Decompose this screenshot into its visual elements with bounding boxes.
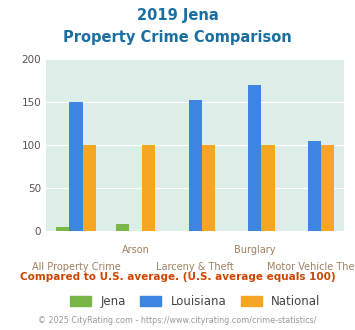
Text: Compared to U.S. average. (U.S. average equals 100): Compared to U.S. average. (U.S. average … bbox=[20, 272, 335, 282]
Bar bbox=[261, 145, 274, 231]
Bar bbox=[82, 145, 95, 231]
Text: © 2025 CityRating.com - https://www.cityrating.com/crime-statistics/: © 2025 CityRating.com - https://www.city… bbox=[38, 316, 317, 325]
Bar bbox=[189, 100, 202, 231]
Bar bbox=[142, 145, 155, 231]
Text: 2019 Jena: 2019 Jena bbox=[137, 8, 218, 23]
Text: Arson: Arson bbox=[122, 245, 149, 255]
Bar bbox=[202, 145, 215, 231]
Bar bbox=[248, 85, 261, 231]
Bar bbox=[308, 141, 321, 231]
Text: Burglary: Burglary bbox=[234, 245, 275, 255]
Text: Motor Vehicle Theft: Motor Vehicle Theft bbox=[267, 262, 355, 272]
Bar bbox=[116, 224, 129, 231]
Text: All Property Crime: All Property Crime bbox=[32, 262, 120, 272]
Bar bbox=[70, 102, 82, 231]
Bar bbox=[56, 227, 70, 231]
Text: Larceny & Theft: Larceny & Theft bbox=[156, 262, 234, 272]
Bar bbox=[321, 145, 334, 231]
Text: Property Crime Comparison: Property Crime Comparison bbox=[63, 30, 292, 45]
Legend: Jena, Louisiana, National: Jena, Louisiana, National bbox=[70, 295, 321, 308]
